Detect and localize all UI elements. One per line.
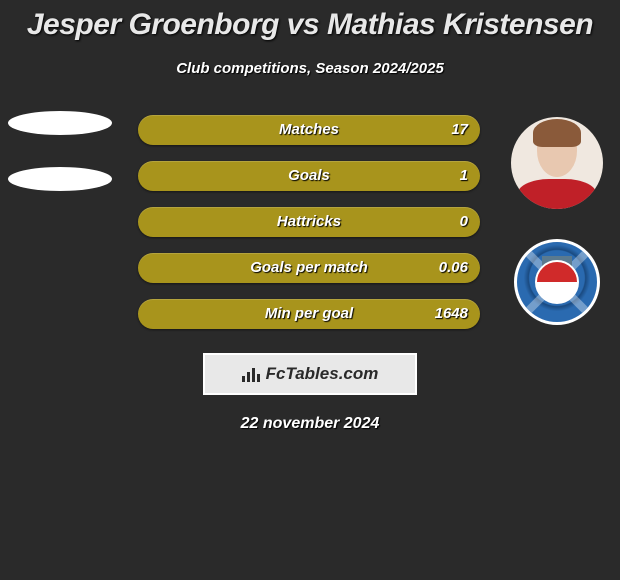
stat-bars: Matches 17 Goals 1 Hattricks 0 Goals per… <box>138 115 480 345</box>
player-hair-shape <box>533 119 581 147</box>
player-photo-placeholder <box>8 111 112 135</box>
stat-value-right: 1648 <box>435 299 468 329</box>
right-player-column <box>502 117 612 325</box>
page-title: Jesper Groenborg vs Mathias Kristensen <box>0 0 620 42</box>
player-right-name: Mathias Kristensen <box>327 8 593 41</box>
stat-row-goals-per-match: Goals per match 0.06 <box>138 253 480 283</box>
stats-area: Matches 17 Goals 1 Hattricks 0 Goals per… <box>0 115 620 345</box>
player-left-name: Jesper Groenborg <box>27 8 279 41</box>
stat-value-right: 1 <box>460 161 468 191</box>
player-photo <box>511 117 603 209</box>
stat-label: Goals <box>138 161 480 191</box>
vs-label: vs <box>287 8 319 41</box>
club-logo-placeholder <box>8 167 112 191</box>
stat-label: Matches <box>138 115 480 145</box>
date-label: 22 november 2024 <box>0 415 620 433</box>
bar-chart-icon <box>242 366 260 382</box>
stat-row-matches: Matches 17 <box>138 115 480 145</box>
stat-value-right: 0 <box>460 207 468 237</box>
stat-label: Min per goal <box>138 299 480 329</box>
club-logo-center <box>535 260 579 304</box>
stat-label: Goals per match <box>138 253 480 283</box>
left-player-column <box>0 111 120 223</box>
stat-label: Hattricks <box>138 207 480 237</box>
stat-value-right: 0.06 <box>439 253 468 283</box>
brand-text: FcTables.com <box>266 364 379 384</box>
stat-row-goals: Goals 1 <box>138 161 480 191</box>
club-logo <box>514 239 600 325</box>
subtitle: Club competitions, Season 2024/2025 <box>0 60 620 77</box>
brand-box[interactable]: FcTables.com <box>203 353 417 395</box>
player-shirt-shape <box>517 179 597 209</box>
stat-value-right: 17 <box>451 115 468 145</box>
stat-row-hattricks: Hattricks 0 <box>138 207 480 237</box>
stat-row-min-per-goal: Min per goal 1648 <box>138 299 480 329</box>
